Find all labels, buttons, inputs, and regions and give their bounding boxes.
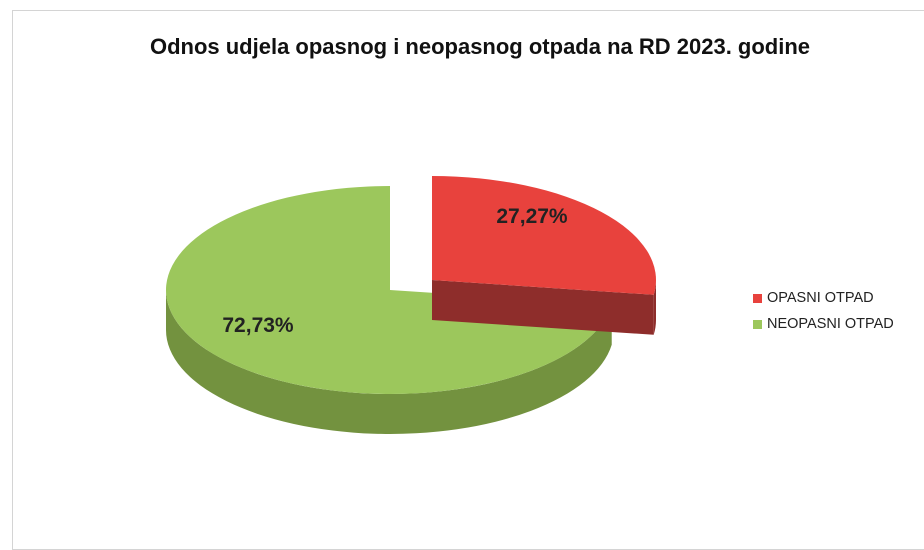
legend-item-neopasni: NEOPASNI OTPAD — [753, 313, 894, 335]
pie-slice-opasni — [432, 176, 656, 295]
pie-slice-side-neopasni — [166, 290, 612, 435]
legend-swatch-neopasni — [753, 319, 762, 329]
data-label-opasni: 27,27% — [496, 205, 568, 228]
legend-swatch-opasni — [753, 293, 762, 303]
legend-label-neopasni: NEOPASNI OTPAD — [767, 316, 894, 332]
pie-chart: 27,27% 72,73% — [166, 176, 656, 435]
chart-title: Odnos udjela opasnog i neopasnog otpada … — [149, 34, 811, 59]
pie-slice-neopasni — [166, 186, 612, 395]
pie-slice-side-opasni — [653, 280, 656, 335]
legend-item-opasni: OPASNI OTPAD — [753, 287, 894, 309]
data-label-neopasni: 72,73% — [222, 314, 294, 337]
legend: OPASNI OTPAD NEOPASNI OTPAD — [753, 287, 894, 339]
legend-label-opasni: OPASNI OTPAD — [767, 290, 874, 306]
pie-slice-cut-opasni — [432, 280, 654, 335]
